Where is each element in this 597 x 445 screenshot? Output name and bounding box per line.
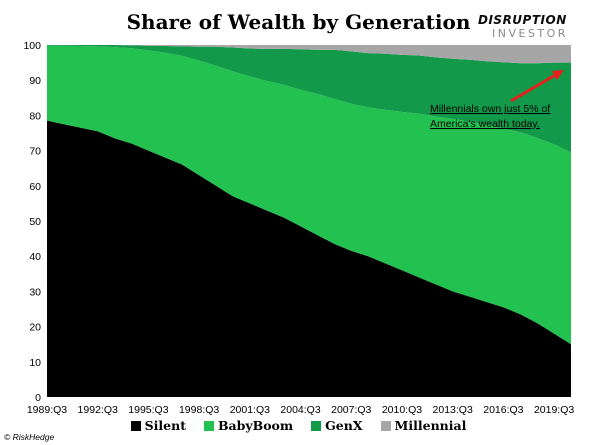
legend-label: GenX [325,418,363,433]
x-tick-label: 2016:Q3 [483,404,523,416]
legend: Silent BabyBoom GenX Millennial [0,418,597,433]
y-axis-ticks: 0 10 20 30 40 50 60 70 80 90 100 [23,40,41,404]
legend-swatch [380,420,391,431]
x-tick-label: 2007:Q3 [331,404,371,416]
legend-swatch [130,420,141,431]
x-tick-label: 1989:Q3 [27,404,67,416]
area-layers [47,45,571,398]
area-silent [47,120,571,398]
legend-label: BabyBoom [217,418,294,433]
annotation-line-2: America's wealth today. [430,118,540,130]
annotation-line-1: Millennials own just 5% of [430,103,550,115]
legend-item-babyboom: BabyBoom [203,418,294,433]
x-tick-label: 2019:Q3 [534,404,574,416]
y-tick-label: 10 [29,357,41,369]
y-tick-label: 70 [29,146,41,158]
area-genx [47,45,571,153]
logo-top-text: DISRUPTION [478,13,567,27]
credit-text: © RiskHedge [4,432,55,442]
x-tick-label: 2010:Q3 [382,404,422,416]
x-tick-label: 1992:Q3 [78,404,118,416]
legend-item-genx: GenX [311,418,363,433]
y-tick-label: 40 [29,251,41,263]
x-tick-label: 2013:Q3 [433,404,473,416]
y-tick-label: 90 [29,75,41,87]
x-tick-label: 1995:Q3 [128,404,168,416]
legend-label: Silent [144,418,186,433]
legend-swatch [203,420,214,431]
x-tick-label: 1998:Q3 [179,404,219,416]
legend-item-millennial: Millennial [380,418,467,433]
y-tick-label: 100 [23,40,41,52]
legend-item-silent: Silent [130,418,186,433]
x-axis-ticks: 1989:Q3 1992:Q3 1995:Q3 1998:Q3 2001:Q3 2004:… [27,404,575,416]
x-tick-label: 2004:Q3 [280,404,320,416]
chart-title: Share of Wealth by Generation [126,10,471,34]
y-tick-label: 30 [29,286,41,298]
y-tick-label: 60 [29,181,41,193]
legend-swatch [311,420,322,431]
y-tick-label: 20 [29,322,41,334]
disruption-investor-logo: DISRUPTION INVESTOR [478,13,596,47]
area-babyboom [47,45,571,345]
annotation-arrow-shaft [510,72,558,103]
area-millennial [47,45,571,64]
annotation-arrow-head [552,70,564,80]
legend-label: Millennial [394,418,467,433]
y-tick-label: 0 [35,392,41,404]
y-tick-label: 50 [29,216,41,228]
y-tick-label: 80 [29,110,41,122]
logo-bottom-text: INVESTOR [492,27,568,40]
x-tick-label: 2001:Q3 [230,404,270,416]
